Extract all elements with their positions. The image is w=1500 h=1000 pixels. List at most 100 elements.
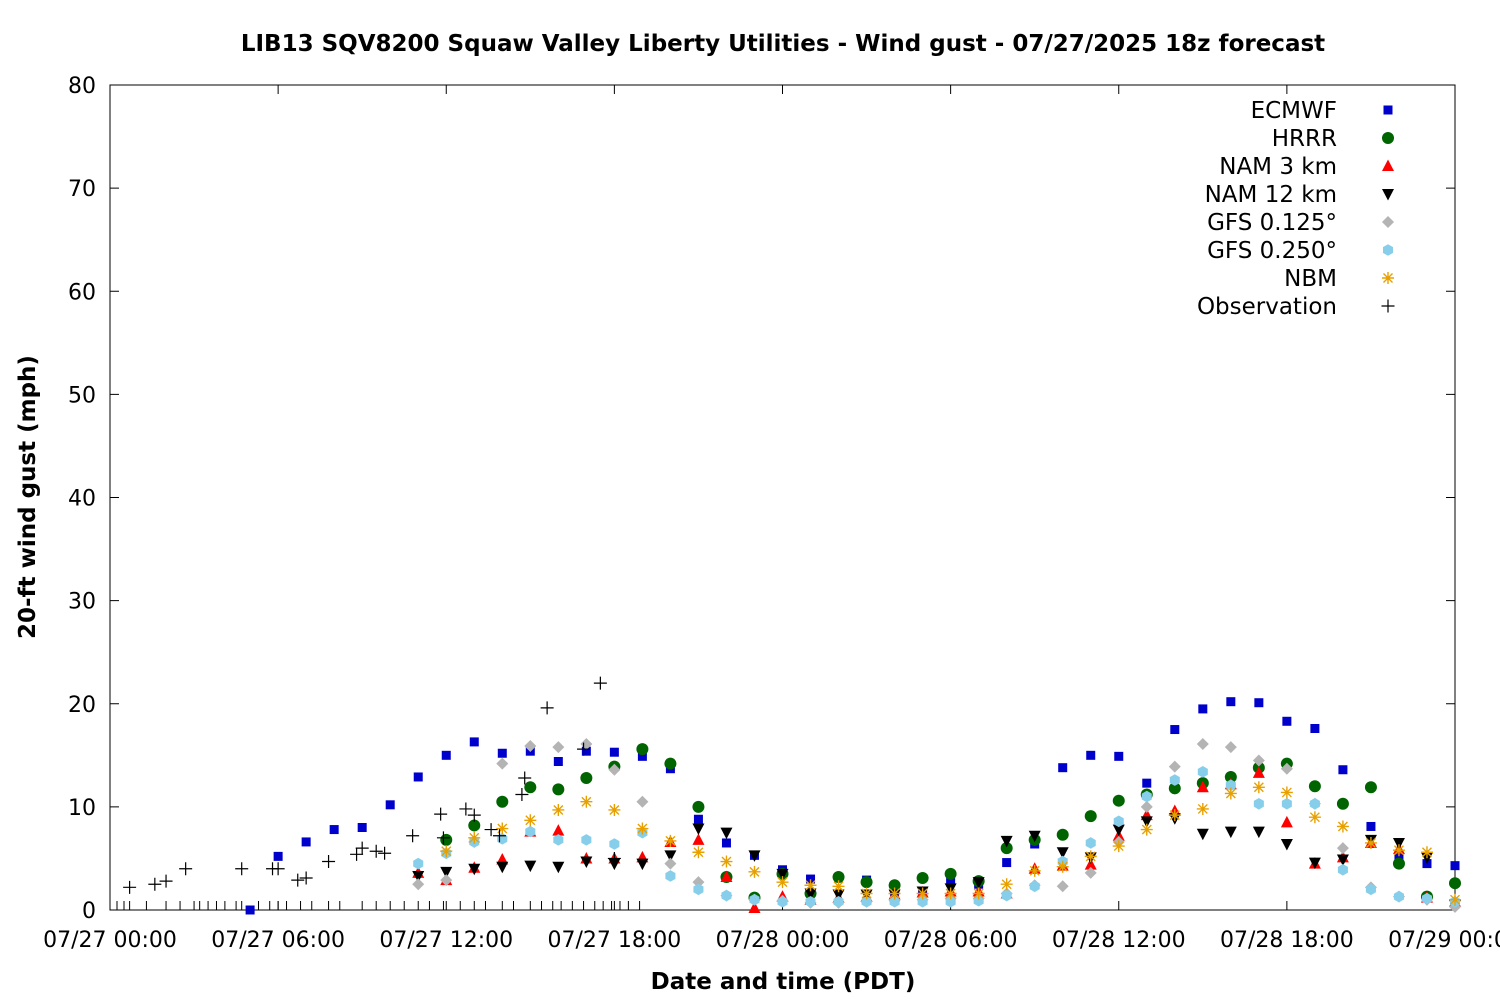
legend-marker xyxy=(1382,132,1394,144)
data-point xyxy=(496,757,509,770)
data-point xyxy=(1392,844,1405,857)
y-tick-label: 10 xyxy=(68,796,96,821)
data-point xyxy=(1336,842,1349,855)
series-nam-12-km xyxy=(412,813,1461,912)
data-point xyxy=(1280,815,1293,828)
data-point xyxy=(721,889,732,902)
data-point xyxy=(1112,840,1125,853)
data-point xyxy=(235,862,249,876)
data-point xyxy=(1170,725,1180,735)
data-point xyxy=(608,803,621,816)
data-point xyxy=(440,833,453,846)
data-point xyxy=(329,825,339,835)
data-point xyxy=(776,868,789,881)
data-point xyxy=(1364,781,1377,794)
data-point xyxy=(299,871,313,885)
data-point xyxy=(1224,770,1237,783)
data-point xyxy=(1336,797,1349,810)
data-point xyxy=(832,889,845,902)
data-point xyxy=(804,879,817,892)
data-point xyxy=(301,837,311,847)
data-point xyxy=(484,823,498,837)
y-tick-label: 30 xyxy=(68,590,96,615)
data-point xyxy=(468,863,481,876)
legend-label: Observation xyxy=(1197,294,1337,320)
data-point xyxy=(496,861,509,874)
data-point xyxy=(692,846,705,859)
data-point xyxy=(664,857,677,870)
data-point xyxy=(1393,890,1404,903)
data-point xyxy=(1282,716,1292,726)
data-point xyxy=(720,855,733,868)
data-point xyxy=(148,877,162,891)
data-point xyxy=(552,861,565,874)
data-point xyxy=(468,831,481,844)
series-gfs-0-250 xyxy=(413,766,1461,908)
data-point xyxy=(518,771,532,785)
data-point xyxy=(1224,826,1237,839)
data-point xyxy=(692,876,705,889)
data-point xyxy=(860,887,873,900)
data-point xyxy=(917,895,928,908)
data-point xyxy=(577,742,591,756)
data-point xyxy=(1310,724,1320,733)
data-point xyxy=(1449,877,1461,890)
data-point xyxy=(1140,816,1153,828)
data-point xyxy=(1168,760,1181,773)
data-point xyxy=(1197,766,1208,778)
data-point xyxy=(412,870,425,883)
data-point xyxy=(1000,842,1013,855)
data-point xyxy=(693,814,703,824)
data-point xyxy=(467,808,481,822)
data-point xyxy=(322,855,336,869)
data-point xyxy=(580,856,593,869)
data-point xyxy=(413,772,423,782)
data-point xyxy=(1141,790,1152,803)
data-point xyxy=(944,867,957,880)
data-point xyxy=(179,862,193,876)
data-point xyxy=(1114,751,1124,761)
data-point xyxy=(1336,820,1349,833)
data-point xyxy=(1056,860,1069,873)
y-tick-label: 0 xyxy=(82,899,96,924)
data-point xyxy=(515,788,529,801)
data-point xyxy=(944,887,957,900)
data-point xyxy=(636,822,649,835)
legend-marker xyxy=(1382,272,1394,284)
y-tick-label: 20 xyxy=(68,693,96,718)
data-point xyxy=(636,795,649,808)
data-point xyxy=(1058,763,1068,773)
data-point xyxy=(1196,737,1209,750)
data-point xyxy=(1226,697,1236,707)
data-point xyxy=(861,895,872,908)
data-point xyxy=(1056,847,1069,859)
data-point xyxy=(608,763,621,776)
data-point xyxy=(1252,826,1265,839)
data-point xyxy=(1084,866,1097,879)
x-tick-label: 07/28 12:00 xyxy=(1052,928,1186,953)
axes xyxy=(109,84,1456,911)
data-point xyxy=(1253,797,1264,810)
data-point xyxy=(441,750,451,760)
y-axis-label: 20-ft wind gust (mph) xyxy=(15,355,41,639)
data-point xyxy=(1449,893,1461,906)
data-point xyxy=(1421,892,1432,905)
data-point xyxy=(637,751,647,761)
data-point xyxy=(497,748,507,758)
legend-marker xyxy=(1382,216,1394,228)
data-point xyxy=(1198,704,1208,714)
data-point xyxy=(692,833,705,845)
data-point xyxy=(1000,835,1013,848)
data-point xyxy=(580,795,593,808)
data-point xyxy=(664,834,677,847)
data-point xyxy=(636,858,649,871)
data-point xyxy=(1225,779,1236,792)
data-point xyxy=(1420,846,1433,859)
legend-marker xyxy=(1382,159,1394,171)
data-point xyxy=(1084,810,1097,823)
series-nbm xyxy=(440,781,1461,906)
data-point xyxy=(1338,765,1348,775)
data-point xyxy=(412,878,425,891)
